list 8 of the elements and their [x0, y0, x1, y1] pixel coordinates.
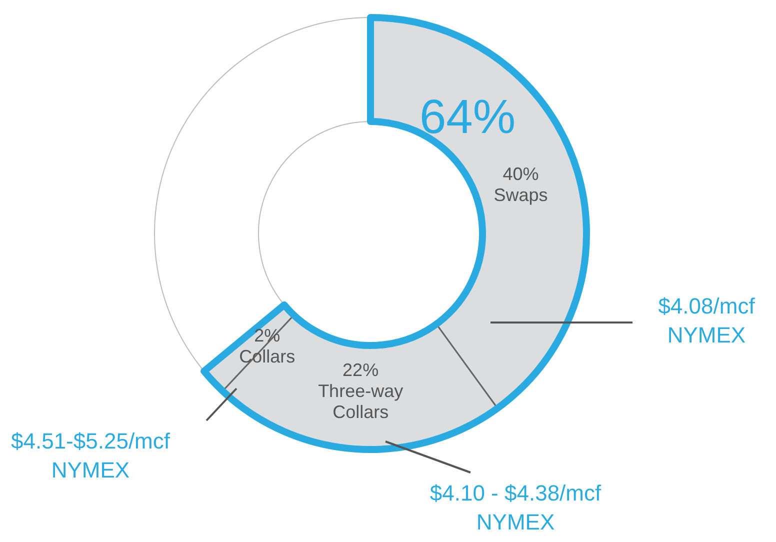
data-label: 22%	[342, 360, 379, 380]
text: $4.08/mcf NYMEX	[658, 294, 756, 348]
text: 64%	[419, 91, 516, 144]
text: $4.10 - $4.38/mcf NYMEX	[430, 480, 602, 534]
text: $4.51-$5.25/mcf NYMEX	[11, 428, 171, 482]
data-label: 40%	[502, 164, 539, 184]
slice-label: Three-way Collars	[318, 381, 404, 422]
slice-label: Swaps	[494, 185, 548, 206]
